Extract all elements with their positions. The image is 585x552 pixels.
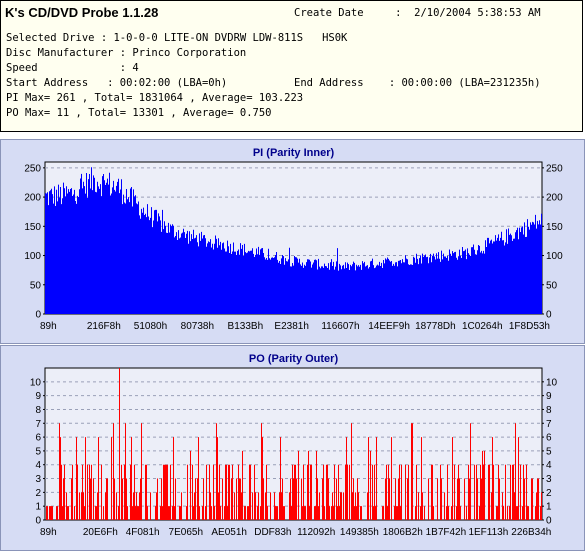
y-tick-label-left: 9 <box>35 391 41 402</box>
y-tick-label-left: 6 <box>35 433 41 444</box>
y-tick-label-right: 5 <box>546 446 552 457</box>
x-tick-label: 112092h <box>297 527 335 538</box>
start-address: Start Address : 00:02:00 (LBA=0h) <box>6 77 228 89</box>
y-tick-label-right: 10 <box>546 377 558 388</box>
y-tick-label-left: 50 <box>30 280 42 291</box>
pi-chart-panel: PI (Parity Inner) 0 0 50 50 100 100 150 150 200 20… <box>0 139 585 344</box>
y-tick-label-left: 200 <box>24 193 41 204</box>
y-tick-label-right: 150 <box>546 222 563 233</box>
x-tick-label: E2381h <box>274 321 308 332</box>
speed: Speed : 4 <box>6 62 139 74</box>
x-tick-label: 89h <box>40 527 57 538</box>
x-tick-label: 18778Dh <box>415 321 456 332</box>
y-tick-label-left: 250 <box>24 163 41 174</box>
x-tick-label: 1F8D53h <box>509 321 550 332</box>
y-tick-label-left: 150 <box>24 222 41 233</box>
y-tick-label-left: 3 <box>35 474 41 485</box>
y-tick-label-left: 4 <box>35 460 41 471</box>
x-tick-label: DDF83h <box>254 527 291 538</box>
pi-chart: PI (Parity Inner) 0 0 50 50 100 100 150 150 200 20… <box>24 147 563 332</box>
y-tick-label-left: 2 <box>35 488 41 499</box>
y-tick-label-right: 3 <box>546 474 552 485</box>
x-tick-label: 7E065h <box>169 527 203 538</box>
x-tick-label: 51080h <box>134 321 167 332</box>
x-tick-label: 20E6Fh <box>83 527 118 538</box>
y-tick-label-left: 1 <box>35 502 41 513</box>
x-tick-label: B133Bh <box>228 321 264 332</box>
y-tick-label-left: 0 <box>35 516 41 527</box>
x-tick-label: 1806B2h <box>383 527 423 538</box>
x-tick-label: 1B7F42h <box>426 527 467 538</box>
y-tick-label-right: 0 <box>546 516 552 527</box>
x-tick-label: 4F081h <box>126 527 160 538</box>
y-tick-label-right: 7 <box>546 419 552 430</box>
y-tick-label-right: 8 <box>546 405 552 416</box>
x-tick-label: 116607h <box>321 321 359 332</box>
x-tick-label: 14EEF9h <box>368 321 410 332</box>
series-pi <box>45 167 542 314</box>
create-date-value: 2/10/2004 5:38:53 AM <box>414 7 541 19</box>
pi-summary: PI Max= 261 , Total= 1831064 , Average= … <box>6 92 304 104</box>
y-tick-label-right: 50 <box>546 280 558 291</box>
y-tick-label-right: 200 <box>546 193 563 204</box>
create-date: Create Date : 2/10/2004 5:38:53 AM <box>294 7 541 19</box>
create-date-label: Create Date <box>294 7 364 19</box>
x-tick-label: AE051h <box>211 527 247 538</box>
x-tick-label: 226B34h <box>511 527 551 538</box>
y-tick-label-left: 7 <box>35 419 41 430</box>
y-tick-label-right: 9 <box>546 391 552 402</box>
selected-drive: Selected Drive : 1-0-0-0 LITE-ON DVDRW L… <box>6 32 348 44</box>
chart-title: PI (Parity Inner) <box>253 147 335 159</box>
y-tick-label-right: 4 <box>546 460 552 471</box>
y-tick-label-left: 8 <box>35 405 41 416</box>
x-tick-label: 80738h <box>181 321 214 332</box>
y-tick-label-right: 1 <box>546 502 552 513</box>
series-po <box>46 368 542 520</box>
po-chart: PO (Parity Outer) 0 0 1 1 2 2 3 3 4 4 5 5 6 6 7 7 8 8 9 9 10 1… <box>30 353 558 538</box>
app-title: K's CD/DVD Probe 1.1.28 <box>5 5 159 20</box>
x-tick-label: 149385h <box>340 527 379 538</box>
end-address: End Address : 00:00:00 (LBA=231235h) <box>294 77 541 89</box>
y-tick-label-right: 2 <box>546 488 552 499</box>
chart-title: PO (Parity Outer) <box>249 353 339 365</box>
y-tick-label-left: 5 <box>35 446 41 457</box>
disc-info-panel: K's CD/DVD Probe 1.1.28 Create Date : 2/… <box>0 0 583 132</box>
y-tick-label-left: 10 <box>30 377 42 388</box>
x-tick-label: 89h <box>40 321 57 332</box>
x-tick-label: 1C0264h <box>462 321 503 332</box>
po-summary: PO Max= 11 , Total= 13301 , Average= 0.7… <box>6 107 272 119</box>
y-tick-label-left: 0 <box>35 310 41 321</box>
x-tick-label: 1EF113h <box>468 527 508 538</box>
y-tick-label-right: 0 <box>546 310 552 321</box>
y-tick-label-right: 6 <box>546 433 552 444</box>
disc-manufacturer: Disc Manufacturer : Princo Corporation <box>6 47 247 59</box>
y-tick-label-right: 250 <box>546 163 563 174</box>
po-chart-panel: PO (Parity Outer) 0 0 1 1 2 2 3 3 4 4 5 5 6 6 7 7 8 8 9 9 10 1… <box>0 345 585 551</box>
y-tick-label-left: 100 <box>24 251 41 262</box>
y-tick-label-right: 100 <box>546 251 563 262</box>
x-tick-label: 216F8h <box>87 321 121 332</box>
